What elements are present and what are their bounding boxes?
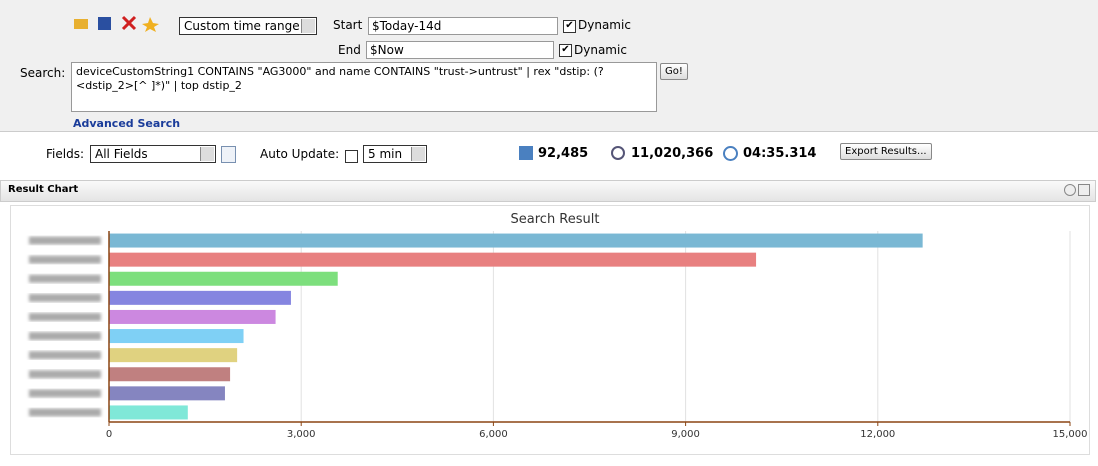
- end-label: End: [338, 43, 361, 57]
- search-label: Search:: [20, 66, 66, 80]
- redacted-label: [29, 236, 101, 245]
- bar: [109, 386, 225, 401]
- x-tick-label: 6,000: [479, 429, 508, 440]
- scanned-count: 11,020,366: [631, 146, 714, 161]
- redacted-label: [29, 370, 101, 379]
- elapsed-icon: [723, 146, 738, 161]
- chart: Search Result 0 3,000 6,000 9,000 12,000 15,0…: [10, 205, 1090, 455]
- auto-update-checkbox[interactable]: [345, 150, 358, 163]
- start-dynamic-checkbox[interactable]: ✔: [563, 20, 576, 33]
- bar: [109, 405, 188, 420]
- redacted-label: [29, 332, 101, 341]
- fields-select[interactable]: All Fields: [90, 145, 216, 163]
- redacted-label: [29, 408, 101, 417]
- redacted-label: [29, 389, 101, 398]
- start-label: Start: [333, 18, 363, 32]
- wizard-icon[interactable]: [142, 17, 159, 32]
- delete-icon[interactable]: [121, 15, 137, 31]
- panel-settings[interactable]: [1064, 184, 1076, 196]
- open-icon[interactable]: [74, 19, 88, 29]
- x-tick-label: 15,000: [1053, 429, 1088, 440]
- events-count: 92,485: [538, 146, 589, 161]
- auto-update-label: Auto Update:: [260, 147, 340, 161]
- advanced-search-link[interactable]: Advanced Search: [73, 117, 181, 130]
- start-input[interactable]: $Today-14d: [368, 17, 558, 35]
- panel-title: Result Chart: [8, 184, 79, 195]
- x-tick-label: 0: [106, 429, 112, 440]
- go-button[interactable]: Go!: [660, 63, 688, 80]
- redacted-label: [29, 274, 101, 283]
- end-dynamic-label: Dynamic: [574, 43, 627, 57]
- search-query[interactable]: deviceCustomString1 CONTAINS "AG3000" an…: [71, 62, 657, 112]
- start-dynamic-label: Dynamic: [578, 18, 631, 32]
- fields-icon[interactable]: [221, 146, 236, 163]
- bar: [109, 233, 923, 248]
- bar: [109, 367, 231, 382]
- bar: [109, 290, 291, 305]
- end-dynamic-checkbox[interactable]: ✔: [559, 44, 572, 57]
- bar: [109, 309, 276, 324]
- fields-label: Fields:: [46, 147, 84, 161]
- redacted-label: [29, 255, 101, 264]
- toolbar-icons: [74, 15, 159, 32]
- bar: [109, 252, 757, 267]
- auto-update-select[interactable]: 5 min: [363, 145, 427, 163]
- save-icon[interactable]: [98, 17, 111, 30]
- redacted-label: [29, 351, 101, 360]
- end-input[interactable]: $Now: [366, 41, 554, 59]
- redacted-label: [29, 312, 101, 321]
- scanned-icon: [611, 146, 625, 160]
- x-tick-label: 9,000: [671, 429, 700, 440]
- chart-title: Search Result: [511, 212, 600, 227]
- panel-collapse[interactable]: [1078, 184, 1090, 196]
- bar: [109, 348, 238, 363]
- export-button[interactable]: Export Results...: [840, 143, 932, 160]
- events-icon: [519, 146, 533, 160]
- bar: [109, 271, 338, 286]
- x-tick-label: 12,000: [860, 429, 895, 440]
- panel-header: [0, 180, 1096, 202]
- elapsed-time: 04:35.314: [743, 146, 817, 161]
- redacted-label: [29, 293, 101, 302]
- time-range-select[interactable]: Custom time range: [179, 17, 317, 35]
- bar: [109, 329, 244, 344]
- x-tick-label: 3,000: [287, 429, 316, 440]
